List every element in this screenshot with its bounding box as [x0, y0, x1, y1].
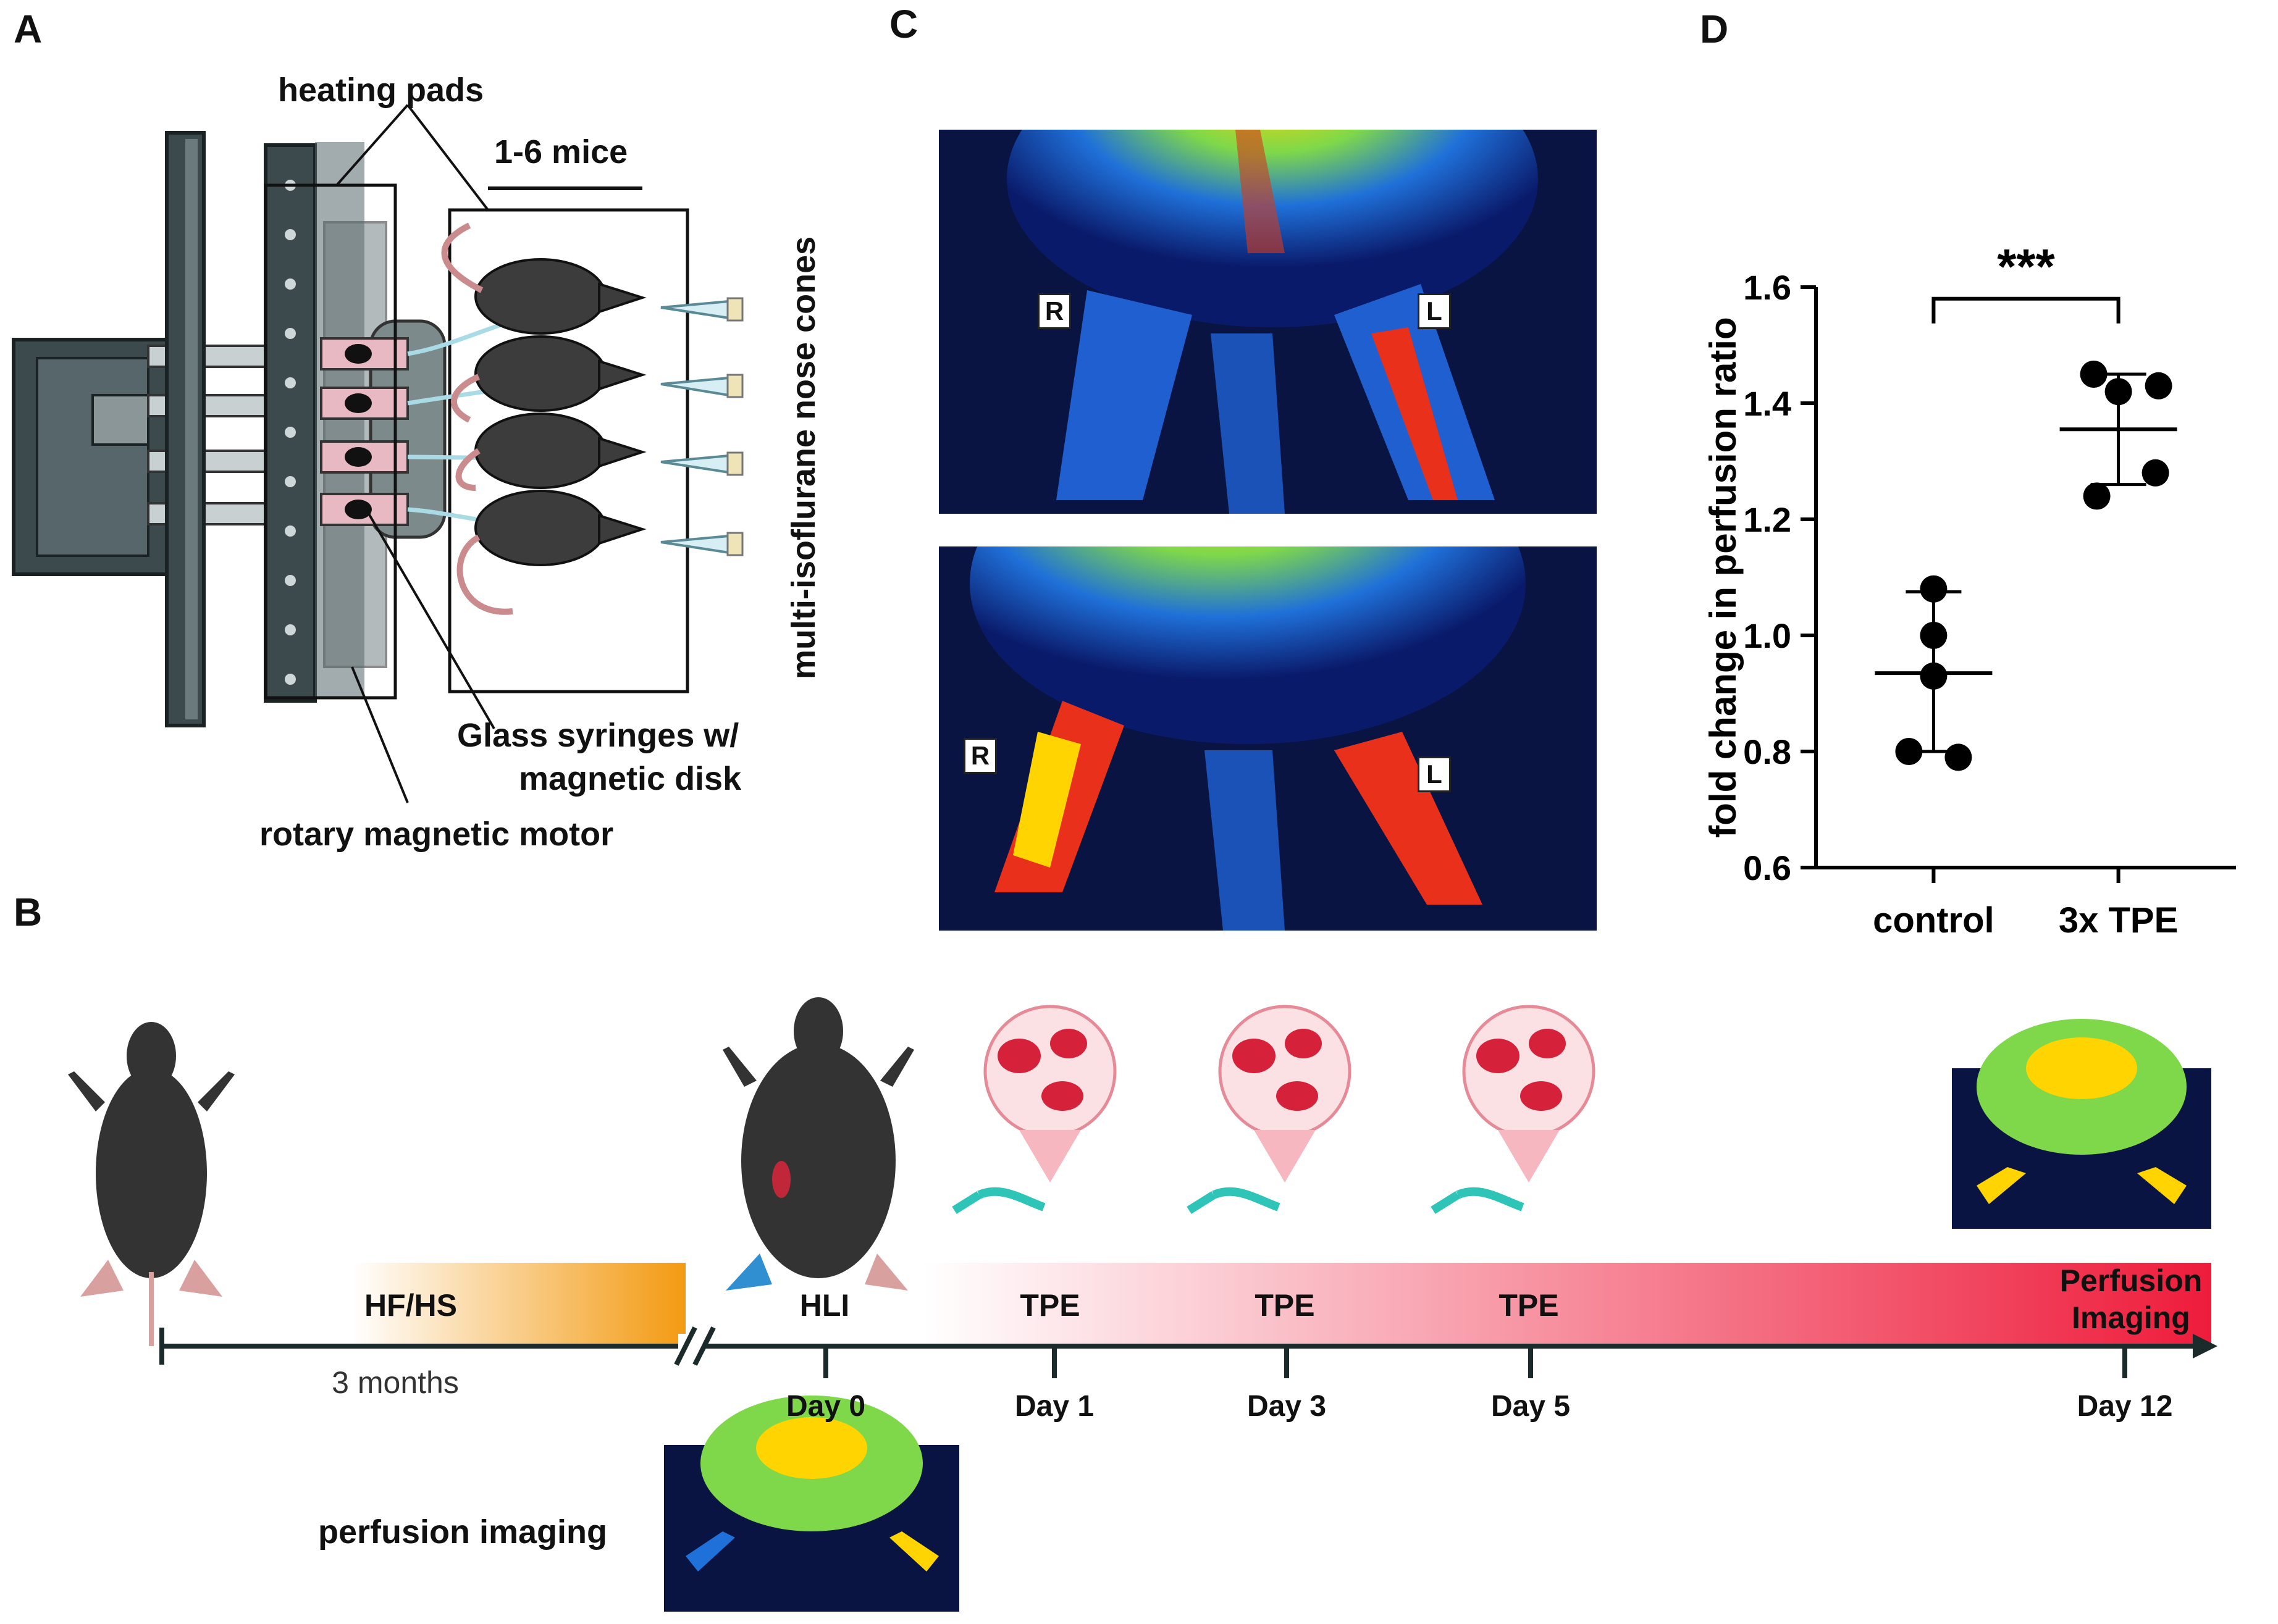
y-tick-label: 0.6	[1743, 848, 1791, 887]
day3-label: Day 3	[1246, 1390, 1327, 1423]
day5-label: Day 5	[1490, 1390, 1571, 1423]
hli-label: HLI	[799, 1288, 850, 1323]
significance-stars: ***	[1997, 239, 2055, 294]
data-point	[2141, 459, 2169, 487]
y-axis-label: fold change in perfusion ratio	[1702, 317, 1744, 837]
y-tick-label: 1.2	[1743, 500, 1791, 539]
timeline-graphics	[68, 997, 2217, 1612]
day0-tick	[823, 1346, 828, 1378]
day12-label: Day 12	[2077, 1390, 2173, 1423]
heating-pads-label: heating pads	[278, 72, 484, 109]
blood-cells-icon	[1218, 1005, 1351, 1182]
panel-letter-a: A	[14, 7, 43, 51]
day3-tick	[1284, 1346, 1289, 1378]
syringes-label-line2: magnetic disk	[519, 760, 742, 797]
y-tick-label: 1.0	[1743, 616, 1791, 655]
y-tick-label: 1.6	[1743, 268, 1791, 307]
data-point	[2145, 372, 2172, 400]
baseline-perfusion-thumbnail	[664, 1396, 959, 1612]
right-limb-marker-after: R	[964, 738, 997, 774]
significance-bracket	[1931, 296, 2120, 324]
perfusion-image-before	[939, 130, 1597, 514]
blood-cells-icon	[1462, 1005, 1595, 1182]
syringes-label-line1: Glass syringes w/	[457, 717, 739, 754]
day1-label: Day 1	[1014, 1390, 1095, 1423]
panel-letter-d: D	[1700, 7, 1729, 51]
baseline-imaging-label: perfusion imaging	[318, 1513, 608, 1551]
tpe-label-3: TPE	[1498, 1288, 1559, 1323]
diet-duration-label: 3 months	[332, 1365, 459, 1400]
right-limb-marker-before: R	[1038, 293, 1071, 329]
perfusion-image-after	[939, 546, 1597, 931]
data-point	[1920, 575, 1948, 603]
final-imaging-label-line2: Imaging	[2072, 1300, 2190, 1335]
left-limb-marker-before: L	[1418, 293, 1451, 329]
panel-letter-b: B	[14, 890, 43, 934]
motor-label: rotary magnetic motor	[259, 816, 614, 853]
mouse-icon	[68, 1022, 235, 1346]
final-imaging-label-line1: Perfusion	[2059, 1263, 2203, 1298]
panel-letter-c: C	[889, 2, 918, 46]
catheter-icon	[952, 1187, 1524, 1214]
obese-mouse-icon	[723, 997, 914, 1291]
left-limb-marker-after: L	[1418, 756, 1451, 792]
nose-cones-label: multi-isoflurane nose cones	[785, 236, 822, 679]
tpe-label-1: TPE	[1020, 1288, 1080, 1323]
day5-tick	[1528, 1346, 1533, 1378]
day12-tick	[2122, 1346, 2127, 1378]
syringe-pump-illustration	[12, 104, 744, 803]
day1-tick	[1052, 1346, 1057, 1378]
diet-label: HF/HS	[364, 1288, 457, 1323]
day0-label: Day 0	[786, 1390, 866, 1423]
data-point	[2083, 482, 2111, 510]
tpe-label-2: TPE	[1255, 1288, 1315, 1323]
perfusion-ratio-chart: 0.6 0.8 1.0 1.2 1.4 1.6 control 3x TPE fold chan…	[1702, 239, 2236, 940]
final-perfusion-thumbnail	[1952, 1019, 2211, 1229]
blood-cells-icon	[983, 1005, 1117, 1182]
x-tick-label: 3x TPE	[2059, 900, 2178, 940]
mice-count-label: 1-6 mice	[494, 133, 628, 170]
data-point	[1944, 743, 1972, 771]
y-tick-label: 0.8	[1743, 732, 1791, 771]
y-tick-label: 1.4	[1743, 384, 1791, 423]
x-tick-label: control	[1873, 900, 1994, 940]
